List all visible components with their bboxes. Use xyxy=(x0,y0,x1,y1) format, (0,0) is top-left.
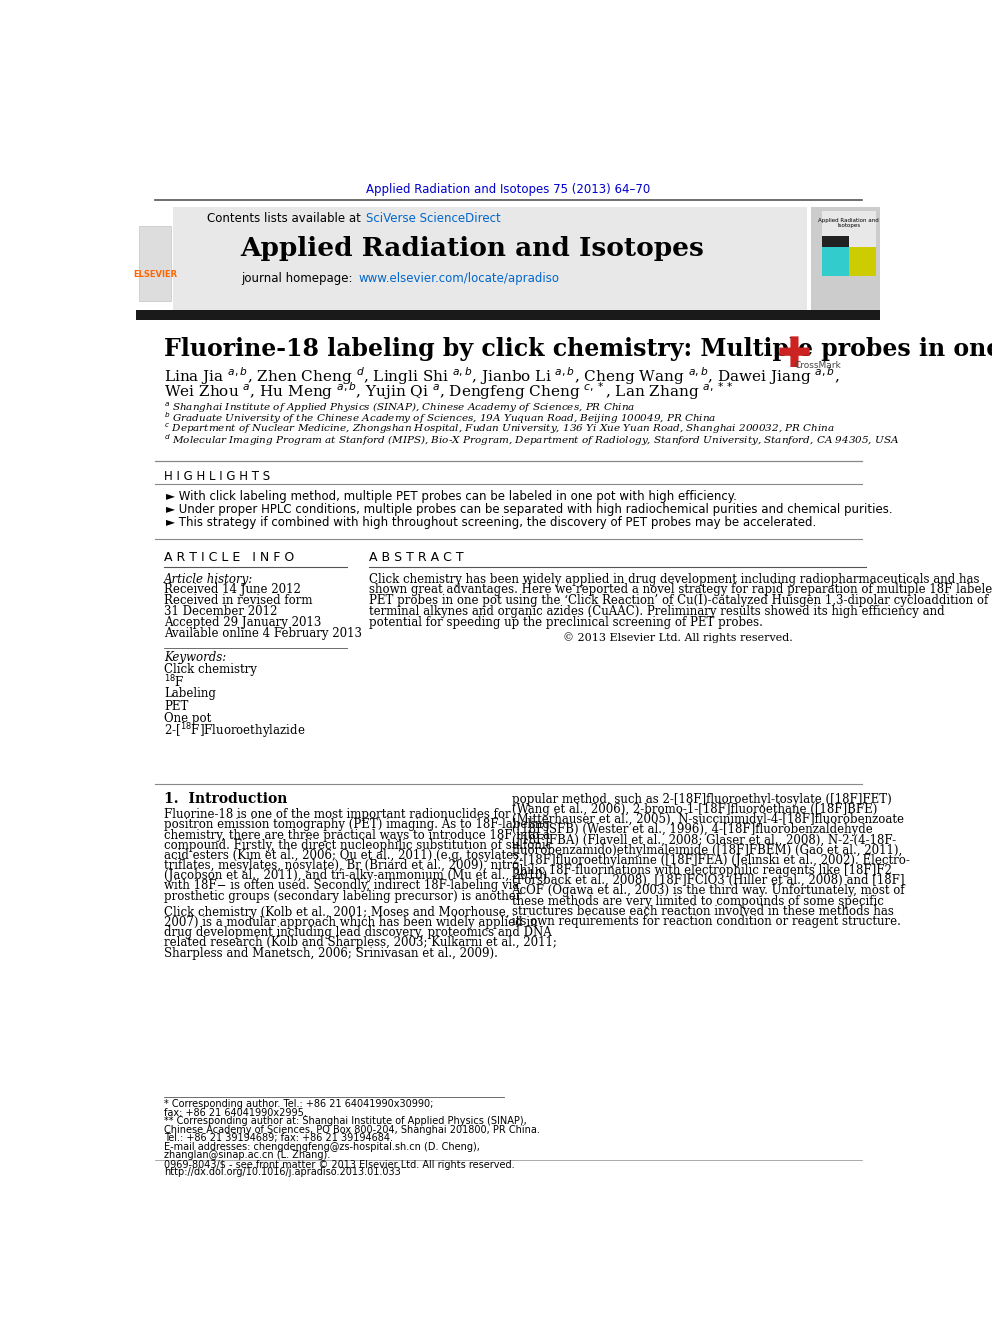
Text: ► With click labeling method, multiple PET probes can be labeled in one pot with: ► With click labeling method, multiple P… xyxy=(166,490,737,503)
Text: Applied Radiation and: Applied Radiation and xyxy=(818,218,879,222)
Text: ([18F]SFB) (Wester et al., 1996), 4-[18F]fluorobenzaldehyde: ([18F]SFB) (Wester et al., 1996), 4-[18F… xyxy=(512,823,872,836)
Text: 31 December 2012: 31 December 2012 xyxy=(165,605,278,618)
Text: $^{a}$ Shanghai Institute of Applied Physics (SINAP), Chinese Academy of Science: $^{a}$ Shanghai Institute of Applied Phy… xyxy=(165,401,636,414)
Text: Lina Jia $^{a,b}$, Zhen Cheng $^{d}$, Lingli Shi $^{a,b}$, Jianbo Li $^{a,b}$, C: Lina Jia $^{a,b}$, Zhen Cheng $^{d}$, Li… xyxy=(165,365,840,386)
FancyBboxPatch shape xyxy=(137,206,173,311)
FancyBboxPatch shape xyxy=(810,206,881,311)
Text: philic 18F-fluorinations with electrophilic reagents like [18F]F2: philic 18F-fluorinations with electrophi… xyxy=(512,864,892,877)
Text: potential for speeding up the preclinical screening of PET probes.: potential for speeding up the preclinica… xyxy=(369,615,763,628)
Text: compound. Firstly, the direct nucleophilic substitution of sulfonic: compound. Firstly, the direct nucleophil… xyxy=(165,839,553,852)
Text: Isotopes: Isotopes xyxy=(837,224,860,229)
FancyBboxPatch shape xyxy=(173,206,806,311)
Text: Available online 4 February 2013: Available online 4 February 2013 xyxy=(165,627,362,639)
Text: ELSEVIER: ELSEVIER xyxy=(133,270,177,279)
Text: www.elsevier.com/locate/apradiso: www.elsevier.com/locate/apradiso xyxy=(358,271,559,284)
Text: positron emission tomography (PET) imaging. As to 18F-labeling: positron emission tomography (PET) imagi… xyxy=(165,819,551,831)
Text: Click chemistry has been widely applied in drug development including radiopharm: Click chemistry has been widely applied … xyxy=(369,573,979,586)
FancyBboxPatch shape xyxy=(137,311,881,320)
Text: related research (Kolb and Sharpless, 2003; Kulkarni et al., 2011;: related research (Kolb and Sharpless, 20… xyxy=(165,937,558,950)
Text: Click chemistry: Click chemistry xyxy=(165,663,257,676)
FancyBboxPatch shape xyxy=(139,226,171,302)
Text: * Corresponding author. Tel.: +86 21 64041990x30990;: * Corresponding author. Tel.: +86 21 640… xyxy=(165,1099,434,1109)
Text: these methods are very limited to compounds of some specific: these methods are very limited to compou… xyxy=(512,894,883,908)
Text: shown great advantages. Here we reported a novel strategy for rapid preparation : shown great advantages. Here we reported… xyxy=(369,583,992,597)
Text: fluorobenzamido)ethylmaleimide ([18F]FBEM) (Gao et al., 2011),: fluorobenzamido)ethylmaleimide ([18F]FBE… xyxy=(512,844,902,857)
Text: (Forsback et al., 2008), [18F]FClO3 (Hiller et al., 2008) and [18F]: (Forsback et al., 2008), [18F]FClO3 (Hil… xyxy=(512,875,904,888)
Text: 2007) is a modular approach which has been widely applied in: 2007) is a modular approach which has be… xyxy=(165,916,538,929)
Text: Accepted 29 January 2013: Accepted 29 January 2013 xyxy=(165,615,321,628)
Text: 1.  Introduction: 1. Introduction xyxy=(165,792,288,807)
Text: Keywords:: Keywords: xyxy=(165,651,226,664)
Text: (Wang et al., 2006), 2-bromo-1-[18F]fluoroethane ([18F]BFE): (Wang et al., 2006), 2-bromo-1-[18F]fluo… xyxy=(512,803,877,816)
Text: Wei Zhou $^{a}$, Hu Meng $^{a,b}$, Yujin Qi $^{a}$, Dengfeng Cheng $^{c,*}$, Lan: Wei Zhou $^{a}$, Hu Meng $^{a,b}$, Yujin… xyxy=(165,381,734,402)
Text: $^{b}$ Graduate University of the Chinese Academy of Sciences, 19A Yuquan Road, : $^{b}$ Graduate University of the Chines… xyxy=(165,410,717,426)
Text: with 18F− is often used. Secondly, indirect 18F-labeling via: with 18F− is often used. Secondly, indir… xyxy=(165,880,520,893)
Text: Fluorine-18 labeling by click chemistry: Multiple probes in one pot: Fluorine-18 labeling by click chemistry:… xyxy=(165,337,992,361)
Text: Applied Radiation and Isotopes 75 (2013) 64–70: Applied Radiation and Isotopes 75 (2013)… xyxy=(366,183,651,196)
Text: ([18F]FBA) (Flavell et al., 2008; Glaser et al., 2008), N-2-(4-18F-: ([18F]FBA) (Flavell et al., 2008; Glaser… xyxy=(512,833,896,847)
Text: structures because each reaction involved in these methods has: structures because each reaction involve… xyxy=(512,905,894,918)
Text: $^{c}$ Department of Nuclear Medicine, Zhongshan Hospital, Fudan University, 136: $^{c}$ Department of Nuclear Medicine, Z… xyxy=(165,422,835,437)
Text: acid esters (Kim et al., 2006; Qu et al., 2011) (e.g. tosylates,: acid esters (Kim et al., 2006; Qu et al.… xyxy=(165,849,523,863)
Text: Applied Radiation and Isotopes: Applied Radiation and Isotopes xyxy=(240,237,704,262)
Text: ✚: ✚ xyxy=(777,335,811,376)
Text: drug development including lead discovery, proteomics and DNA: drug development including lead discover… xyxy=(165,926,553,939)
Text: AcOF (Ogawa et al., 2003) is the third way. Unfortunately, most of: AcOF (Ogawa et al., 2003) is the third w… xyxy=(512,884,905,897)
Text: Labeling: Labeling xyxy=(165,688,216,700)
Text: http://dx.doi.org/10.1016/j.apradiso.2013.01.033: http://dx.doi.org/10.1016/j.apradiso.201… xyxy=(165,1167,401,1177)
Text: 2-[$^{18}$F]Fluoroethylazide: 2-[$^{18}$F]Fluoroethylazide xyxy=(165,721,306,741)
Text: SciVerse ScienceDirect: SciVerse ScienceDirect xyxy=(366,212,501,225)
Text: CrossMark: CrossMark xyxy=(795,361,841,369)
Text: Chinese Academy of Sciences, PO Box 800-204, Shanghai 201800, PR China.: Chinese Academy of Sciences, PO Box 800-… xyxy=(165,1125,541,1135)
Text: (Mitterhauser et al., 2005), N-succinimidyl-4-[18F]fluorobenzoate: (Mitterhauser et al., 2005), N-succinimi… xyxy=(512,814,904,827)
Text: terminal alkynes and organic azides (CuAAC). Preliminary results showed its high: terminal alkynes and organic azides (CuA… xyxy=(369,605,944,618)
Text: fax: +86 21 64041990x2995.: fax: +86 21 64041990x2995. xyxy=(165,1107,308,1118)
Text: E-mail addresses: chengdengfeng@zs-hospital.sh.cn (D. Cheng),: E-mail addresses: chengdengfeng@zs-hospi… xyxy=(165,1142,480,1151)
Text: Contents lists available at: Contents lists available at xyxy=(206,212,364,225)
Text: Fluorine-18 is one of the most important radionuclides for: Fluorine-18 is one of the most important… xyxy=(165,808,511,822)
Text: popular method, such as 2-[18F]fluoroethyl-tosylate ([18F]FET): popular method, such as 2-[18F]fluoroeth… xyxy=(512,792,891,806)
Text: ► This strategy if combined with high throughout screening, the discovery of PET: ► This strategy if combined with high th… xyxy=(166,516,816,529)
Text: ► Under proper HPLC conditions, multiple probes can be separated with high radio: ► Under proper HPLC conditions, multiple… xyxy=(166,503,893,516)
Text: ** Corresponding author at: Shanghai Institute of Applied Physics (SINAP),: ** Corresponding author at: Shanghai Ins… xyxy=(165,1117,527,1126)
Text: One pot: One pot xyxy=(165,712,211,725)
Text: Sharpless and Manetsch, 2006; Srinivasan et al., 2009).: Sharpless and Manetsch, 2006; Srinivasan… xyxy=(165,946,498,959)
Text: zhanglan@sinap.ac.cn (L. Zhang).: zhanglan@sinap.ac.cn (L. Zhang). xyxy=(165,1150,330,1160)
FancyBboxPatch shape xyxy=(848,247,876,275)
Text: chemistry, there are three practical ways to introduce 18F into a: chemistry, there are three practical way… xyxy=(165,828,551,841)
Text: prosthetic groups (secondary labeling precursor) is another: prosthetic groups (secondary labeling pr… xyxy=(165,889,522,902)
Text: Click chemistry (Kolb et al., 2001; Moses and Moorhouse,: Click chemistry (Kolb et al., 2001; Mose… xyxy=(165,906,510,919)
Text: 2-[18F]fluoroethylamine ([18F]FEA) (Jelinski et al., 2002). Electro-: 2-[18F]fluoroethylamine ([18F]FEA) (Jeli… xyxy=(512,853,910,867)
Text: $^{18}$F: $^{18}$F xyxy=(165,673,185,689)
FancyBboxPatch shape xyxy=(821,235,848,247)
Text: PET probes in one pot using the ‘Click Reaction’ of Cu(I)-catalyzed Huisgen 1,3-: PET probes in one pot using the ‘Click R… xyxy=(369,594,988,607)
Text: $^{d}$ Molecular Imaging Program at Stanford (MIPS), Bio-X Program, Department o: $^{d}$ Molecular Imaging Program at Stan… xyxy=(165,431,900,447)
Text: journal homepage:: journal homepage: xyxy=(241,271,356,284)
Text: A R T I C L E   I N F O: A R T I C L E I N F O xyxy=(165,552,295,564)
Text: PET: PET xyxy=(165,700,188,713)
Text: H I G H L I G H T S: H I G H L I G H T S xyxy=(165,470,271,483)
Text: triflates, mesylates, nosylate), Br (Briard et al., 2009), nitro: triflates, mesylates, nosylate), Br (Bri… xyxy=(165,859,520,872)
Text: A B S T R A C T: A B S T R A C T xyxy=(369,552,463,564)
Text: (Jacobson et al., 2011), and tri-alky-ammonium (Mu et al., 2010): (Jacobson et al., 2011), and tri-alky-am… xyxy=(165,869,548,882)
Text: Received 14 June 2012: Received 14 June 2012 xyxy=(165,583,302,597)
Text: Received in revised form: Received in revised form xyxy=(165,594,312,607)
Text: Tel.: +86 21 39194689; fax: +86 21 39194684.: Tel.: +86 21 39194689; fax: +86 21 39194… xyxy=(165,1134,393,1143)
Text: its own requirements for reaction condition or reagent structure.: its own requirements for reaction condit… xyxy=(512,916,901,927)
Text: Article history:: Article history: xyxy=(165,573,254,586)
FancyBboxPatch shape xyxy=(821,212,876,247)
Text: 0969-8043/$ - see front matter © 2013 Elsevier Ltd. All rights reserved.: 0969-8043/$ - see front matter © 2013 El… xyxy=(165,1160,515,1170)
FancyBboxPatch shape xyxy=(821,247,848,275)
Text: © 2013 Elsevier Ltd. All rights reserved.: © 2013 Elsevier Ltd. All rights reserved… xyxy=(562,632,793,643)
